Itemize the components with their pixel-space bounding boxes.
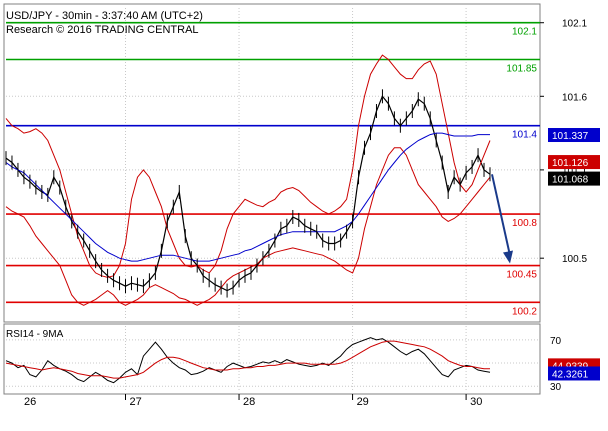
rsi-tick-label: 30: [550, 382, 562, 393]
chart-title: USD/JPY - 30min - 3:37:40 AM (UTC+2): [6, 10, 203, 22]
price-tick-label: 101.1: [562, 166, 587, 177]
x-tick-label: 30: [470, 396, 482, 408]
rsi-series-group: [5, 337, 491, 384]
price-series-group: [5, 54, 491, 306]
forecast-arrowhead: [503, 250, 513, 264]
price-tick-label: 100.5: [562, 254, 587, 265]
price-value-box: [548, 128, 600, 143]
level-label: 100.8: [512, 218, 537, 229]
price-panel-frame: [3, 3, 541, 323]
lower-bollinger-band: [5, 147, 491, 306]
level-label: 100.45: [506, 270, 537, 281]
level-label: 101.4: [512, 130, 537, 141]
rsi-panel-frame: [3, 323, 541, 395]
forecast-arrow: [491, 174, 513, 264]
level-label: 101.85: [506, 64, 537, 75]
x-tick-label: 28: [243, 396, 255, 408]
x-tick-label: 27: [130, 396, 142, 408]
level-label: 100.2: [512, 306, 537, 317]
upper-bollinger-band: [5, 54, 491, 278]
price-line: [5, 95, 491, 292]
rsi-value-box-label: 42.3261: [552, 369, 589, 380]
price-tick-label: 102.1: [562, 19, 587, 30]
x-tick-label: 26: [24, 396, 36, 408]
rsi-line: [5, 337, 491, 384]
level-label: 102.1: [512, 27, 537, 38]
horizontal-levels: 102.1 101.85 101.4 100.8 100.45 100.2: [6, 21, 540, 317]
price-tick-label: 101.6: [562, 92, 587, 103]
price-value-box-label: 101.126: [552, 158, 589, 169]
price-value-box-label: 101.068: [552, 175, 589, 186]
chart-credit: Research © 2016 TRADING CENTRAL: [6, 24, 199, 36]
price-value-box: [548, 171, 600, 186]
x-tick-label: 29: [357, 396, 369, 408]
rsi-value-box: [548, 366, 600, 381]
moving-average-line: [5, 132, 490, 262]
rsi-title: RSI14 - 9MA: [6, 329, 64, 340]
price-value-box: [548, 155, 600, 170]
rsi-tick-label: 70: [550, 336, 562, 347]
forecast-arrow-shaft: [491, 174, 511, 256]
rsi-ma-line: [5, 340, 490, 379]
price-value-box-label: 101.337: [552, 131, 589, 142]
